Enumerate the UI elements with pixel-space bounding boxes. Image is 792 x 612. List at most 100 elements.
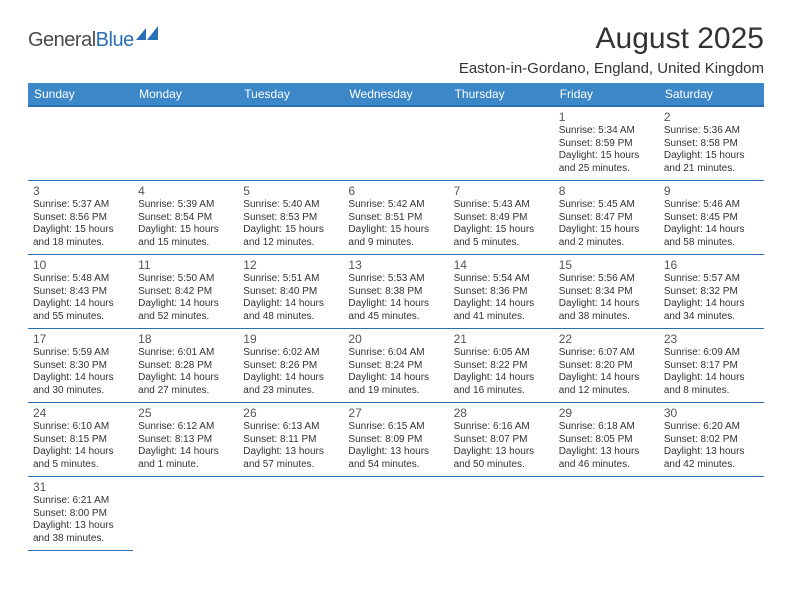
day-number: 23 xyxy=(664,332,759,346)
week-row: 3Sunrise: 5:37 AMSunset: 8:56 PMDaylight… xyxy=(28,181,764,255)
day-number: 2 xyxy=(664,110,759,124)
day-cell: 19Sunrise: 6:02 AMSunset: 8:26 PMDayligh… xyxy=(238,329,343,403)
daylight-text: Daylight: 15 hours and 5 minutes. xyxy=(454,224,549,249)
daylight-text: Daylight: 14 hours and 5 minutes. xyxy=(33,446,128,471)
sunset-text: Sunset: 8:28 PM xyxy=(138,360,233,373)
daylight-text: Daylight: 14 hours and 19 minutes. xyxy=(348,372,443,397)
sunrise-text: Sunrise: 5:54 AM xyxy=(454,273,549,286)
sunrise-text: Sunrise: 6:15 AM xyxy=(348,421,443,434)
sunrise-text: Sunrise: 5:56 AM xyxy=(559,273,654,286)
sunset-text: Sunset: 8:00 PM xyxy=(33,508,128,521)
day-cell: 21Sunrise: 6:05 AMSunset: 8:22 PMDayligh… xyxy=(449,329,554,403)
daylight-text: Daylight: 13 hours and 42 minutes. xyxy=(664,446,759,471)
empty-cell xyxy=(133,477,238,551)
sunset-text: Sunset: 8:53 PM xyxy=(243,212,338,225)
calendar-page: GeneralBlue August 2025 Easton-in-Gordan… xyxy=(0,0,792,551)
day-cell: 13Sunrise: 5:53 AMSunset: 8:38 PMDayligh… xyxy=(343,255,448,329)
day-number: 13 xyxy=(348,258,443,272)
sunrise-text: Sunrise: 6:05 AM xyxy=(454,347,549,360)
sunrise-text: Sunrise: 5:45 AM xyxy=(559,199,654,212)
week-row: 24Sunrise: 6:10 AMSunset: 8:15 PMDayligh… xyxy=(28,403,764,477)
sunrise-text: Sunrise: 5:53 AM xyxy=(348,273,443,286)
day-info: Sunrise: 5:57 AMSunset: 8:32 PMDaylight:… xyxy=(664,273,759,323)
day-cell: 29Sunrise: 6:18 AMSunset: 8:05 PMDayligh… xyxy=(554,403,659,477)
daylight-text: Daylight: 13 hours and 50 minutes. xyxy=(454,446,549,471)
sunrise-text: Sunrise: 6:04 AM xyxy=(348,347,443,360)
empty-cell xyxy=(343,106,448,181)
daylight-text: Daylight: 14 hours and 58 minutes. xyxy=(664,224,759,249)
day-cell: 22Sunrise: 6:07 AMSunset: 8:20 PMDayligh… xyxy=(554,329,659,403)
day-cell: 26Sunrise: 6:13 AMSunset: 8:11 PMDayligh… xyxy=(238,403,343,477)
day-header: Friday xyxy=(554,83,659,106)
day-number: 30 xyxy=(664,406,759,420)
day-number: 28 xyxy=(454,406,549,420)
day-number: 25 xyxy=(138,406,233,420)
daylight-text: Daylight: 14 hours and 12 minutes. xyxy=(559,372,654,397)
empty-cell xyxy=(659,477,764,551)
day-info: Sunrise: 5:39 AMSunset: 8:54 PMDaylight:… xyxy=(138,199,233,249)
daylight-text: Daylight: 15 hours and 12 minutes. xyxy=(243,224,338,249)
week-row: 10Sunrise: 5:48 AMSunset: 8:43 PMDayligh… xyxy=(28,255,764,329)
day-info: Sunrise: 6:07 AMSunset: 8:20 PMDaylight:… xyxy=(559,347,654,397)
sunrise-text: Sunrise: 6:09 AM xyxy=(664,347,759,360)
day-header: Sunday xyxy=(28,83,133,106)
daylight-text: Daylight: 15 hours and 21 minutes. xyxy=(664,150,759,175)
sunset-text: Sunset: 8:34 PM xyxy=(559,286,654,299)
empty-cell xyxy=(238,106,343,181)
sunrise-text: Sunrise: 5:48 AM xyxy=(33,273,128,286)
day-cell: 25Sunrise: 6:12 AMSunset: 8:13 PMDayligh… xyxy=(133,403,238,477)
day-number: 21 xyxy=(454,332,549,346)
sunrise-text: Sunrise: 6:01 AM xyxy=(138,347,233,360)
day-info: Sunrise: 5:45 AMSunset: 8:47 PMDaylight:… xyxy=(559,199,654,249)
daylight-text: Daylight: 15 hours and 9 minutes. xyxy=(348,224,443,249)
empty-cell xyxy=(554,477,659,551)
sunrise-text: Sunrise: 5:36 AM xyxy=(664,125,759,138)
sunset-text: Sunset: 8:51 PM xyxy=(348,212,443,225)
sunset-text: Sunset: 8:45 PM xyxy=(664,212,759,225)
sunset-text: Sunset: 8:42 PM xyxy=(138,286,233,299)
flag-icon xyxy=(136,26,162,47)
day-number: 26 xyxy=(243,406,338,420)
day-number: 7 xyxy=(454,184,549,198)
day-cell: 18Sunrise: 6:01 AMSunset: 8:28 PMDayligh… xyxy=(133,329,238,403)
day-info: Sunrise: 5:37 AMSunset: 8:56 PMDaylight:… xyxy=(33,199,128,249)
daylight-text: Daylight: 14 hours and 38 minutes. xyxy=(559,298,654,323)
day-number: 22 xyxy=(559,332,654,346)
page-header: GeneralBlue August 2025 Easton-in-Gordan… xyxy=(28,22,764,77)
sunrise-text: Sunrise: 6:20 AM xyxy=(664,421,759,434)
sunrise-text: Sunrise: 5:46 AM xyxy=(664,199,759,212)
day-number: 15 xyxy=(559,258,654,272)
daylight-text: Daylight: 15 hours and 18 minutes. xyxy=(33,224,128,249)
day-number: 31 xyxy=(33,480,128,494)
day-info: Sunrise: 5:53 AMSunset: 8:38 PMDaylight:… xyxy=(348,273,443,323)
week-row: 1Sunrise: 5:34 AMSunset: 8:59 PMDaylight… xyxy=(28,106,764,181)
empty-cell xyxy=(343,477,448,551)
day-cell: 9Sunrise: 5:46 AMSunset: 8:45 PMDaylight… xyxy=(659,181,764,255)
sunrise-text: Sunrise: 5:57 AM xyxy=(664,273,759,286)
day-info: Sunrise: 5:59 AMSunset: 8:30 PMDaylight:… xyxy=(33,347,128,397)
day-info: Sunrise: 6:15 AMSunset: 8:09 PMDaylight:… xyxy=(348,421,443,471)
day-info: Sunrise: 5:46 AMSunset: 8:45 PMDaylight:… xyxy=(664,199,759,249)
logo-text-blue: Blue xyxy=(96,29,134,52)
daylight-text: Daylight: 14 hours and 34 minutes. xyxy=(664,298,759,323)
daylight-text: Daylight: 13 hours and 38 minutes. xyxy=(33,520,128,545)
day-info: Sunrise: 5:56 AMSunset: 8:34 PMDaylight:… xyxy=(559,273,654,323)
sunrise-text: Sunrise: 6:18 AM xyxy=(559,421,654,434)
day-info: Sunrise: 5:54 AMSunset: 8:36 PMDaylight:… xyxy=(454,273,549,323)
daylight-text: Daylight: 13 hours and 54 minutes. xyxy=(348,446,443,471)
day-number: 9 xyxy=(664,184,759,198)
day-cell: 3Sunrise: 5:37 AMSunset: 8:56 PMDaylight… xyxy=(28,181,133,255)
sunrise-text: Sunrise: 6:12 AM xyxy=(138,421,233,434)
day-info: Sunrise: 6:05 AMSunset: 8:22 PMDaylight:… xyxy=(454,347,549,397)
daylight-text: Daylight: 14 hours and 8 minutes. xyxy=(664,372,759,397)
sunset-text: Sunset: 8:05 PM xyxy=(559,434,654,447)
day-cell: 28Sunrise: 6:16 AMSunset: 8:07 PMDayligh… xyxy=(449,403,554,477)
sunset-text: Sunset: 8:24 PM xyxy=(348,360,443,373)
sunset-text: Sunset: 8:30 PM xyxy=(33,360,128,373)
day-number: 19 xyxy=(243,332,338,346)
logo-text-general: General xyxy=(28,29,96,52)
day-info: Sunrise: 6:16 AMSunset: 8:07 PMDaylight:… xyxy=(454,421,549,471)
day-header: Wednesday xyxy=(343,83,448,106)
day-cell: 8Sunrise: 5:45 AMSunset: 8:47 PMDaylight… xyxy=(554,181,659,255)
day-number: 10 xyxy=(33,258,128,272)
